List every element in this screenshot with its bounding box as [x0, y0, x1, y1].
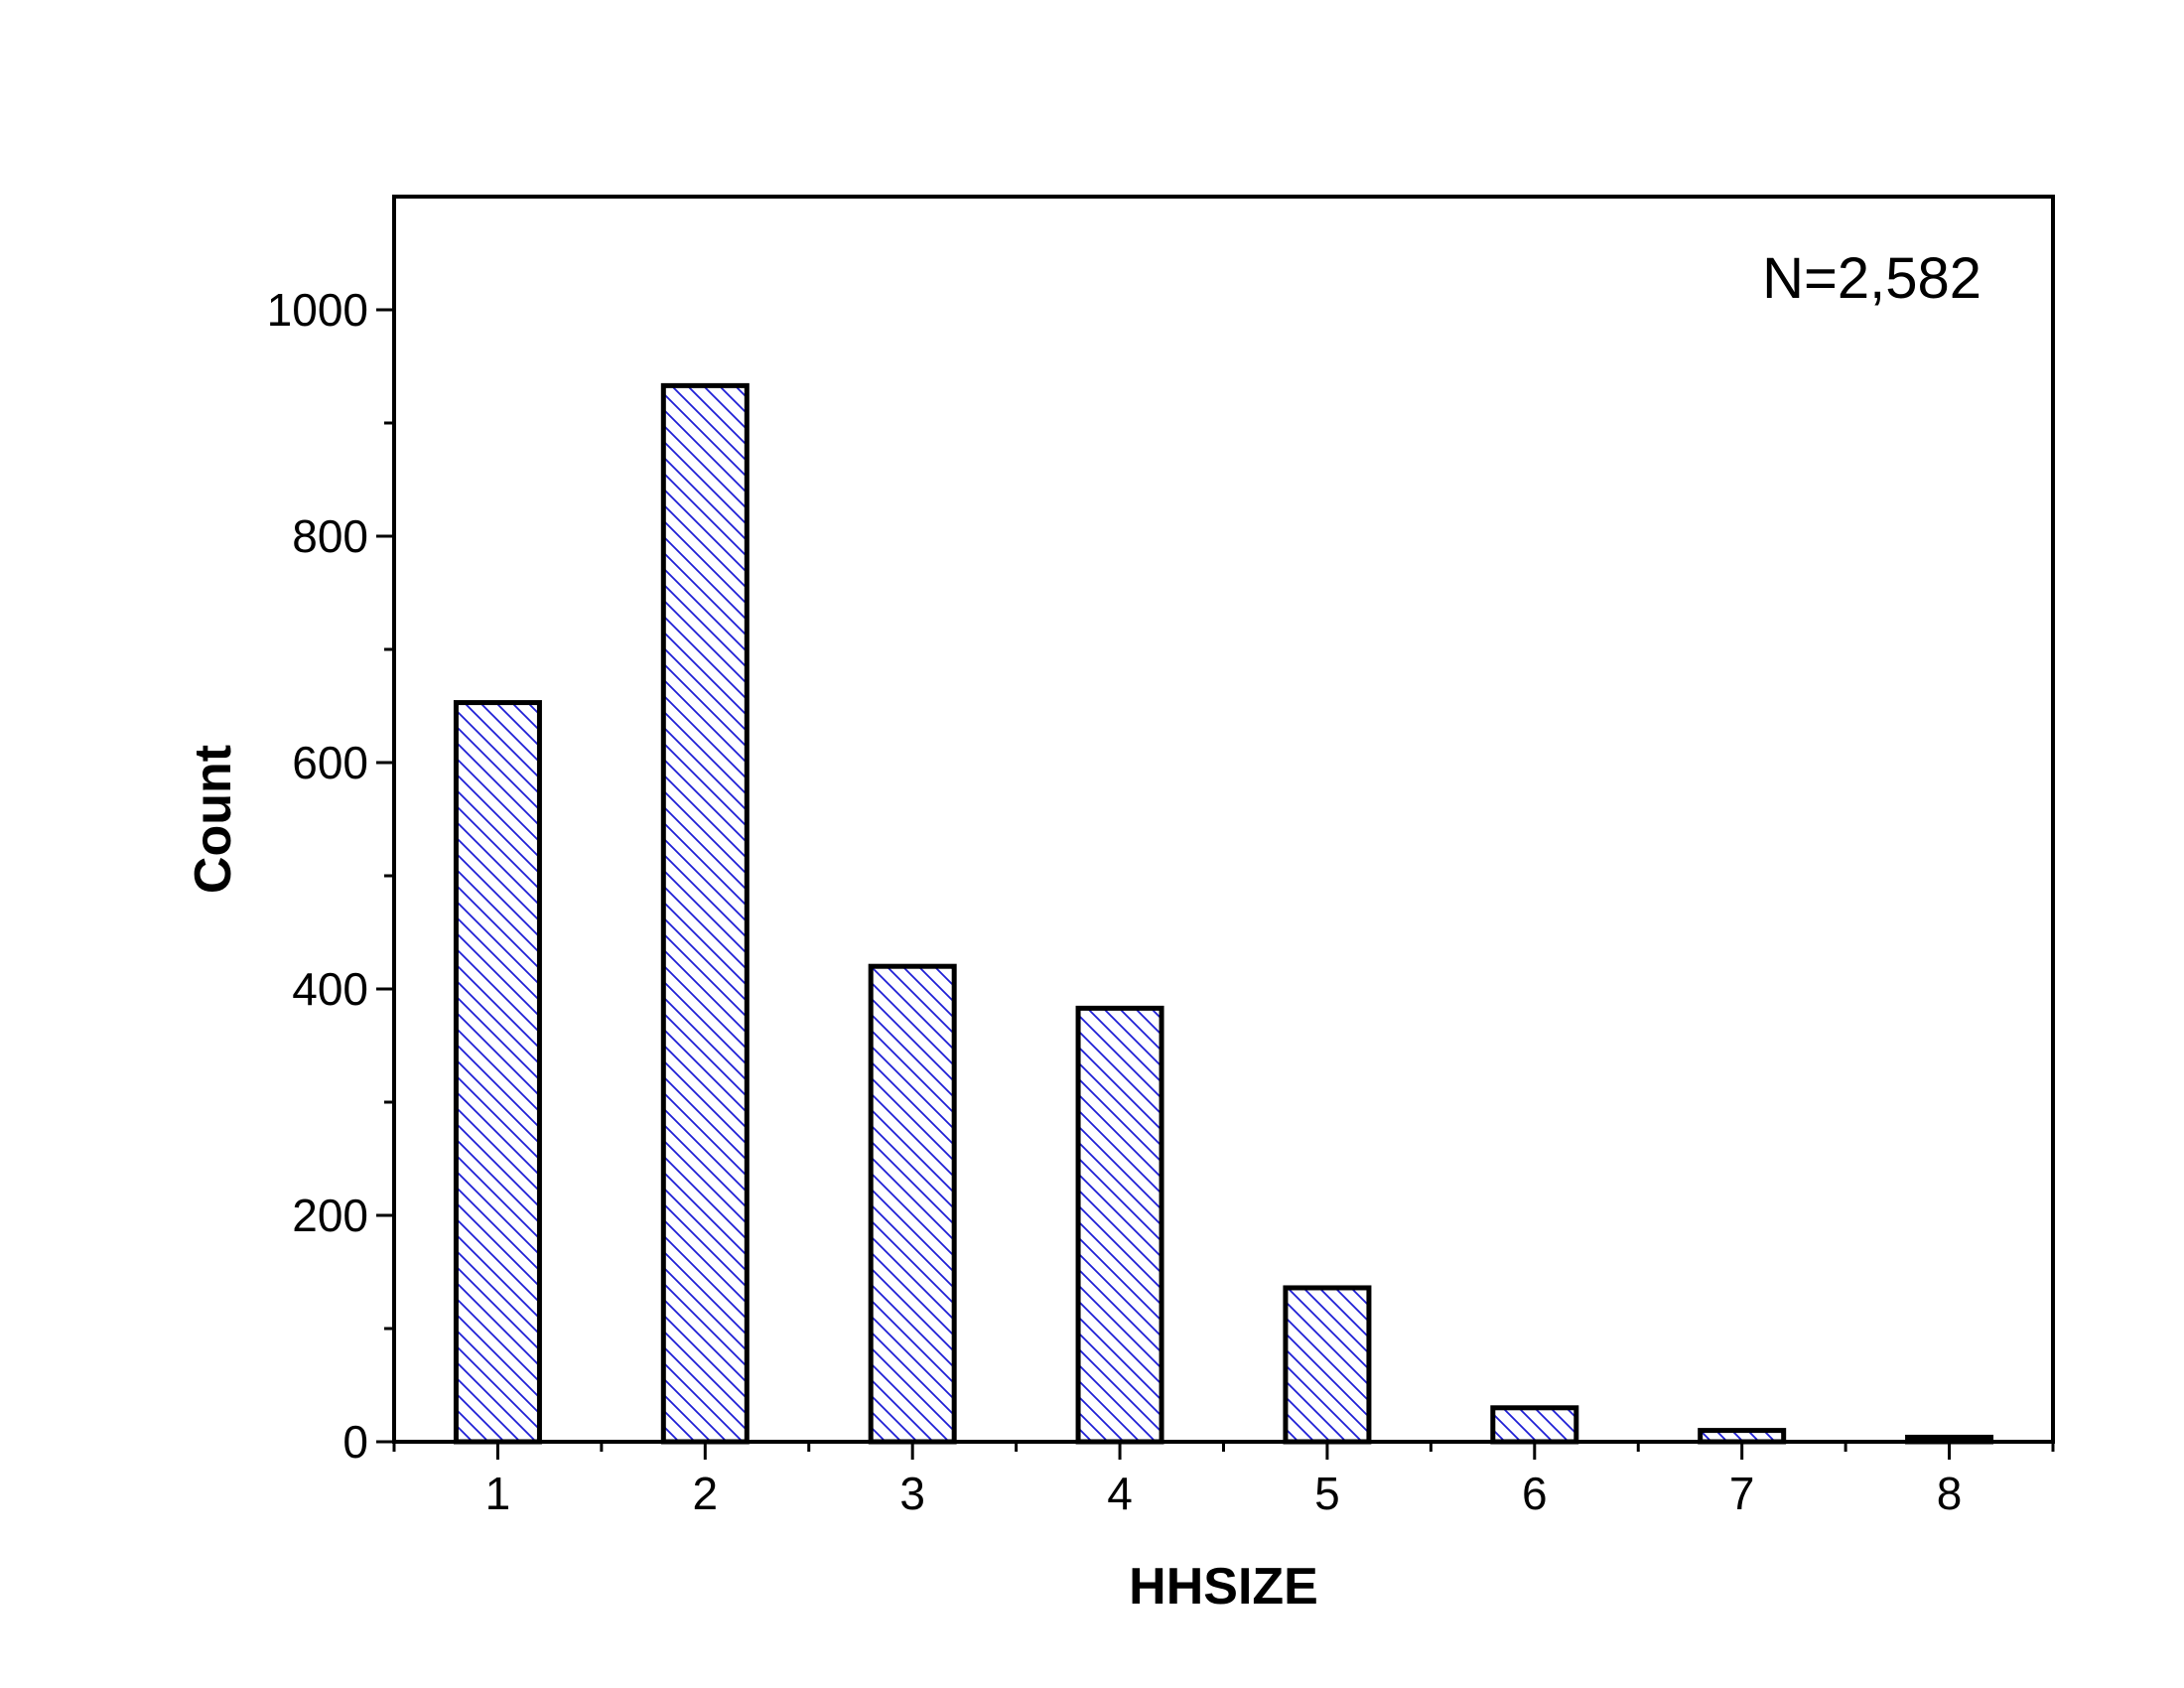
x-tick-label: 2 — [693, 1468, 719, 1519]
y-tick-label: 200 — [292, 1190, 368, 1241]
x-tick-label: 1 — [485, 1468, 511, 1519]
bar-6 — [1490, 1405, 1579, 1445]
y-tick-label: 800 — [292, 510, 368, 562]
plot-frame — [392, 195, 2055, 1444]
y-tick-label: 0 — [342, 1416, 368, 1468]
bar-5 — [1283, 1285, 1372, 1445]
y-tick-label: 1000 — [267, 284, 368, 336]
bar-4 — [1075, 1005, 1164, 1445]
sample-size-annotation: N=2,582 — [1762, 246, 1981, 311]
y-axis-title: Count — [185, 745, 242, 894]
x-tick-label: 5 — [1314, 1468, 1340, 1519]
y-tick-label: 400 — [292, 963, 368, 1015]
x-axis-title: HHSIZE — [1129, 1558, 1318, 1616]
x-axis-ticks: 1 2 3 4 5 6 7 8 — [392, 1442, 2055, 1519]
x-tick-label: 6 — [1522, 1468, 1548, 1519]
bar-2 — [660, 382, 750, 1445]
x-tick-label: 8 — [1937, 1468, 1963, 1519]
x-tick-label: 4 — [1107, 1468, 1133, 1519]
x-tick-label: 3 — [899, 1468, 925, 1519]
x-tick-label: 7 — [1729, 1468, 1755, 1519]
y-tick-label: 600 — [292, 737, 368, 788]
bar-1 — [453, 700, 542, 1445]
bars-group — [453, 382, 1994, 1445]
bar-3 — [868, 963, 957, 1445]
y-axis-ticks: 0 200 400 600 800 1000 — [267, 284, 394, 1468]
